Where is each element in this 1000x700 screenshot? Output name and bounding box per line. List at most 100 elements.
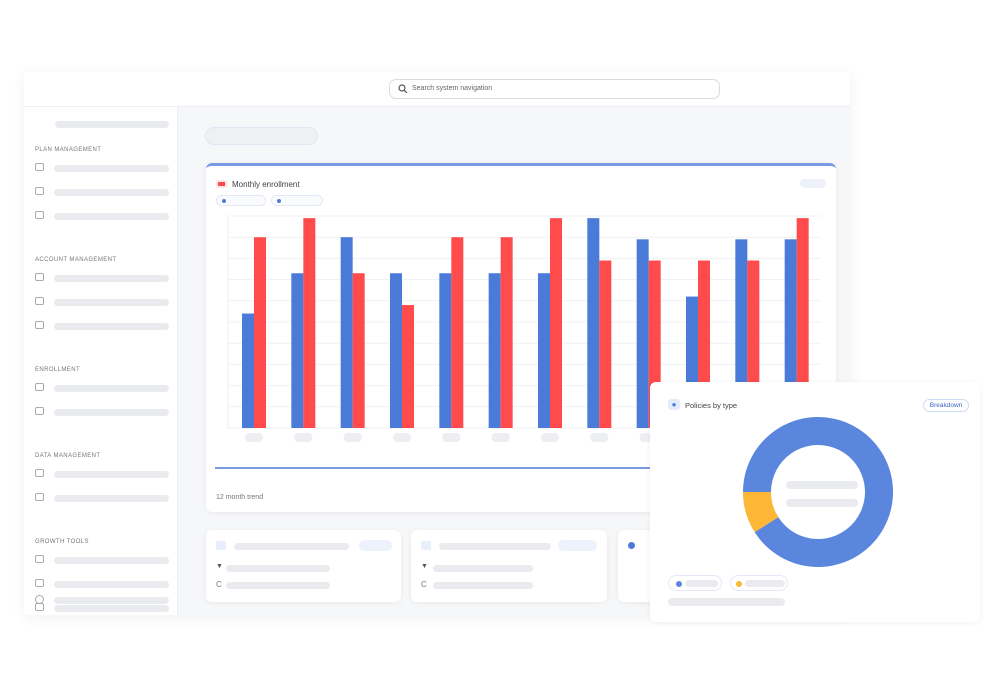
- sidebar-item[interactable]: [35, 163, 170, 173]
- search-input[interactable]: Search system navigation: [389, 79, 720, 99]
- sidebar-item-label: [54, 557, 169, 564]
- bar[interactable]: [439, 273, 452, 428]
- bar[interactable]: [390, 273, 402, 428]
- bar[interactable]: [352, 273, 365, 428]
- bar[interactable]: [538, 273, 550, 428]
- info-icon: [35, 595, 44, 604]
- sidebar-item-label: [54, 299, 169, 306]
- bar[interactable]: [303, 218, 316, 428]
- donut-slice-secondary[interactable]: [743, 492, 779, 533]
- chart-title: Monthly enrollment: [232, 180, 300, 189]
- chart-icon: [216, 180, 227, 188]
- donut-slice-primary[interactable]: [743, 417, 893, 567]
- search-placeholder: Search system navigation: [412, 85, 493, 92]
- bar[interactable]: [402, 305, 414, 428]
- sidebar-section-title: PLAN MANAGEMENT: [35, 147, 102, 153]
- bar[interactable]: [735, 239, 748, 428]
- bar[interactable]: [242, 313, 254, 428]
- sidebar-item-help[interactable]: [35, 595, 170, 605]
- document-icon: [35, 187, 44, 195]
- sidebar-item-label: [54, 409, 169, 416]
- x-tick-label: [491, 433, 510, 442]
- users-icon: [35, 383, 44, 391]
- refresh-icon: C: [216, 580, 222, 589]
- sidebar-item-label: [54, 275, 169, 282]
- sidebar-item-label: [54, 165, 169, 172]
- sidebar-item[interactable]: [35, 493, 170, 503]
- bar[interactable]: [340, 237, 353, 428]
- bar[interactable]: [291, 273, 304, 428]
- sidebar: PLAN MANAGEMENT ACCOUNT MANAGEMENT ENROLLM…: [24, 107, 178, 615]
- sidebar-item-label: [54, 605, 169, 612]
- x-tick-label: [442, 433, 461, 442]
- x-tick-label: [590, 433, 609, 442]
- sidebar-item[interactable]: [35, 407, 170, 417]
- bar[interactable]: [636, 239, 649, 428]
- sidebar-item-label: [54, 581, 169, 588]
- legend-red[interactable]: [271, 195, 323, 206]
- mail-icon: [216, 541, 226, 550]
- legend-secondary[interactable]: [730, 575, 788, 591]
- bar[interactable]: [488, 273, 501, 428]
- status-dot-icon: [628, 542, 635, 549]
- sidebar-item[interactable]: [35, 579, 170, 589]
- sidebar-header-placeholder: [55, 121, 169, 128]
- bar[interactable]: [599, 260, 612, 428]
- bar[interactable]: [500, 237, 513, 428]
- refresh-icon: C: [421, 580, 427, 589]
- chat-icon: [421, 541, 431, 550]
- sidebar-item-label: [54, 323, 169, 330]
- sidebar-item-label: [54, 385, 169, 392]
- donut-chart: [743, 417, 893, 567]
- sidebar-item-label: [54, 213, 169, 220]
- sidebar-item[interactable]: [35, 321, 170, 331]
- circle-icon: [35, 321, 44, 329]
- bar[interactable]: [796, 218, 809, 428]
- sidebar-section-title: DATA MANAGEMENT: [35, 453, 101, 459]
- chart-footer: 12 month trend: [216, 494, 264, 501]
- checkbox-icon: [35, 493, 44, 501]
- mail-icon: [35, 407, 44, 415]
- sidebar-item-label: [54, 189, 169, 196]
- bar[interactable]: [254, 237, 266, 428]
- sidebar-item[interactable]: [35, 383, 170, 393]
- sidebar-item[interactable]: [35, 297, 170, 307]
- sidebar-item-label: [54, 597, 169, 604]
- sidebar-item[interactable]: [35, 555, 170, 565]
- sidebar-item-label: [54, 471, 169, 478]
- x-tick-label: [294, 433, 313, 442]
- bar[interactable]: [587, 218, 600, 428]
- search-icon: [398, 84, 408, 94]
- x-tick-label: [541, 433, 559, 442]
- square-icon: [35, 211, 44, 219]
- user-icon: ●: [668, 399, 680, 410]
- breakdown-button[interactable]: Breakdown: [923, 399, 969, 412]
- building-icon: [35, 297, 44, 305]
- user-icon: [35, 273, 44, 281]
- sidebar-item[interactable]: [35, 469, 170, 479]
- bar[interactable]: [451, 237, 464, 428]
- donut-title: Policies by type: [685, 401, 738, 410]
- bar-chart: [215, 215, 820, 469]
- legend-blue[interactable]: [216, 195, 266, 206]
- policies-by-type-card: ● Policies by type Breakdown: [650, 382, 980, 622]
- summary-card-2[interactable]: ▼ C: [411, 530, 607, 602]
- chart-board-icon: [35, 579, 44, 587]
- bar[interactable]: [550, 218, 562, 428]
- chart-menu-button[interactable]: [800, 179, 826, 188]
- bar[interactable]: [784, 239, 797, 428]
- refresh-icon: [35, 555, 44, 563]
- sidebar-item[interactable]: [35, 187, 170, 197]
- x-tick-label: [343, 433, 362, 442]
- sidebar-item[interactable]: [35, 273, 170, 283]
- x-tick-label: [245, 433, 263, 442]
- sidebar-item[interactable]: [35, 211, 170, 221]
- chevron-down-icon: ▼: [421, 563, 428, 570]
- sidebar-section-title: GROWTH TOOLS: [35, 539, 89, 545]
- top-bar: Search system navigation: [24, 72, 850, 107]
- breadcrumb-placeholder: [205, 127, 318, 145]
- chevron-down-icon: ▼: [216, 563, 223, 570]
- legend-primary[interactable]: [668, 575, 722, 591]
- sidebar-section-title: ENROLLMENT: [35, 367, 81, 373]
- summary-card-1[interactable]: ▼ C: [206, 530, 401, 602]
